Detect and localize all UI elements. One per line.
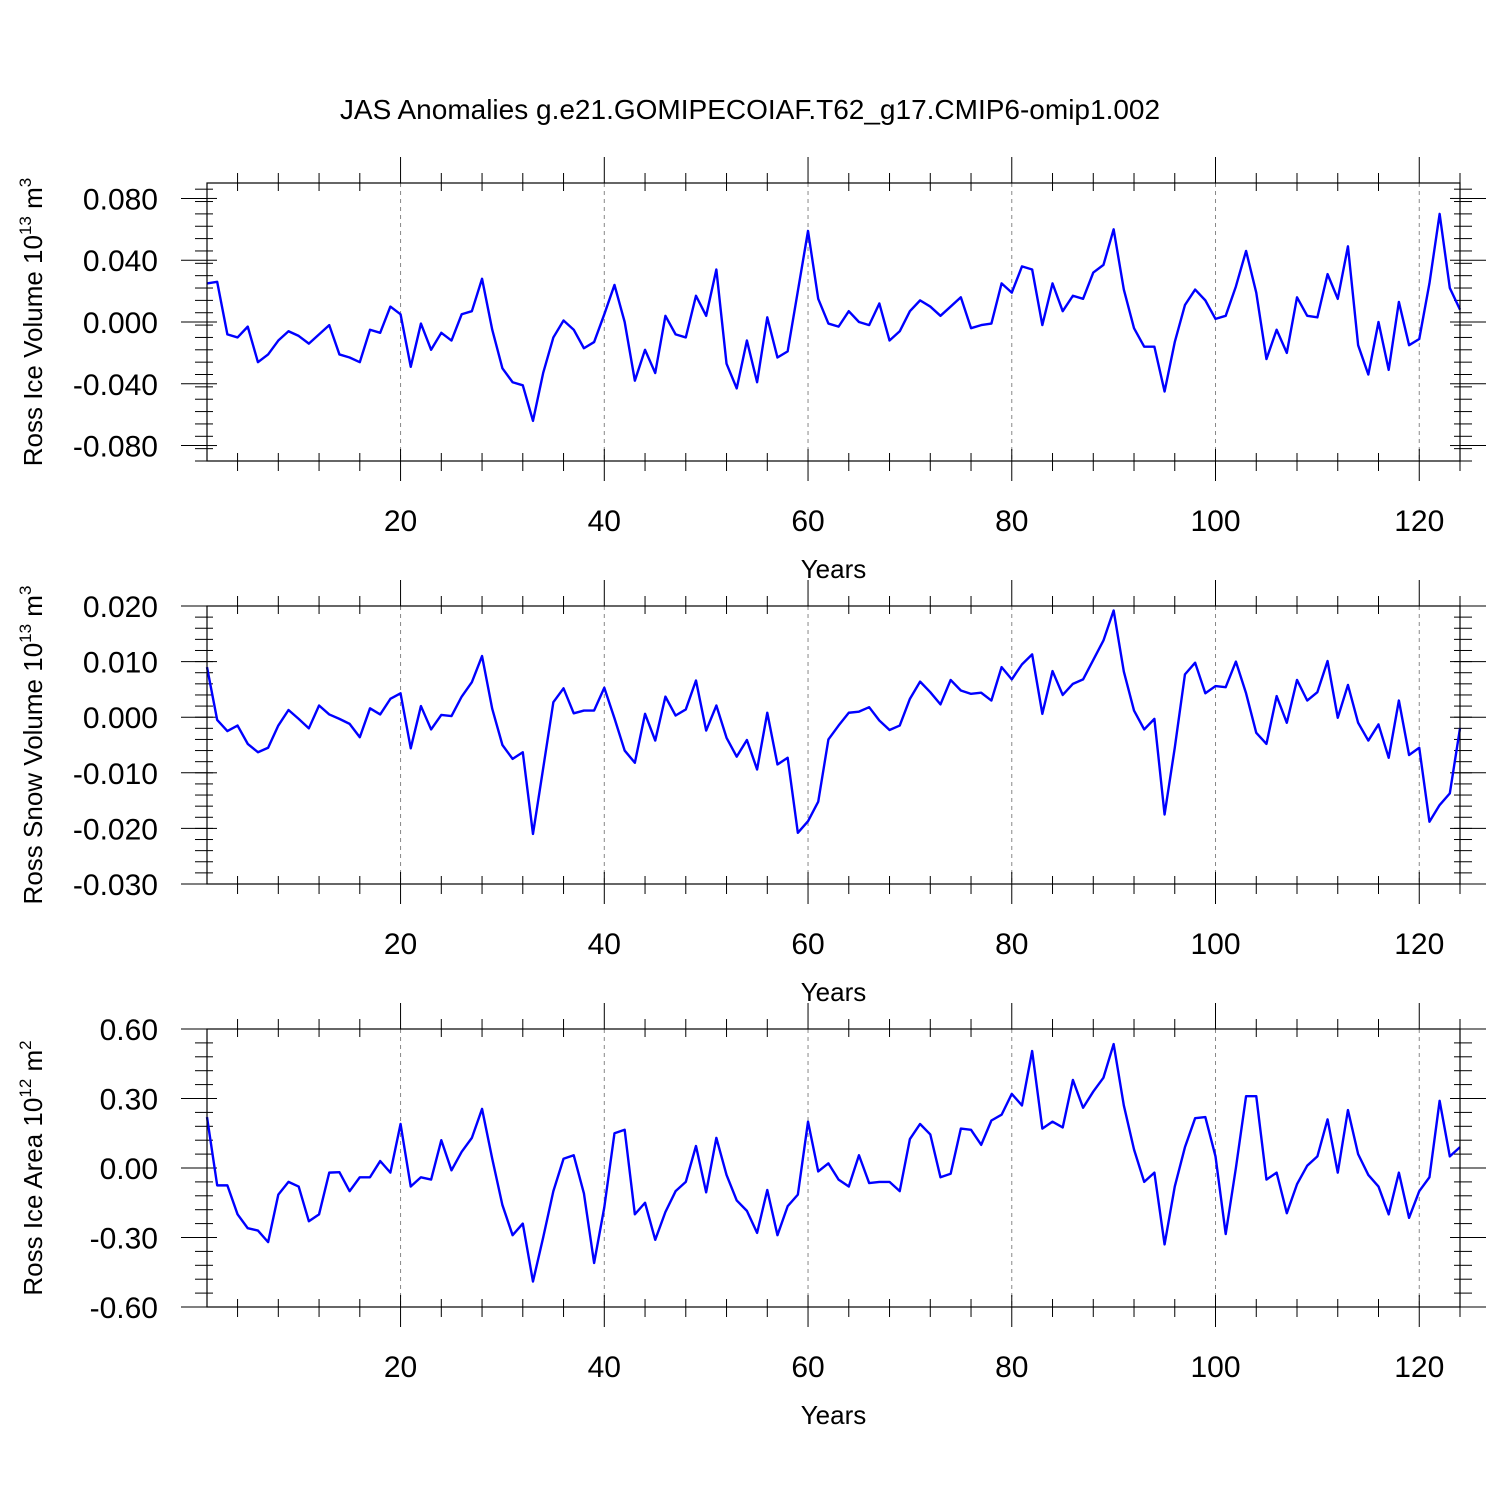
x-tick-label: 20 <box>384 505 417 538</box>
y-axis-label-main: Ross Ice Area 10 <box>18 1098 48 1296</box>
plot-frame <box>206 1028 1461 1308</box>
y-tick-label: -0.080 <box>73 431 158 464</box>
x-tick-label: 120 <box>1394 928 1444 961</box>
plot-frame <box>206 605 1461 885</box>
y-tick-label: 0.040 <box>83 245 158 278</box>
x-tick-label: 40 <box>588 505 621 538</box>
x-tick-label: 120 <box>1394 1351 1444 1384</box>
y-tick-label: 0.000 <box>83 702 158 735</box>
y-axis-label-unit-exponent: 3 <box>16 586 35 595</box>
y-tick-label: -0.040 <box>73 369 158 402</box>
y-axis-label: Ross Snow Volume 1013 m3 <box>16 586 48 905</box>
panel-3: 20 40 60 80 100 120 0.60 0.30 0.00 -0.30 -0.60 Year… <box>16 1003 1486 1430</box>
y-axis-label-main: Ross Ice Volume 10 <box>18 235 48 466</box>
x-tick-label: 60 <box>791 505 824 538</box>
x-tick-label: 60 <box>791 1351 824 1384</box>
y-tick-label: 0.00 <box>100 1153 158 1186</box>
y-tick-label: -0.30 <box>90 1223 158 1256</box>
x-tick-label: 120 <box>1394 505 1444 538</box>
x-tick-label: 60 <box>791 928 824 961</box>
series-line-2 <box>205 609 1462 836</box>
x-tick-label: 100 <box>1190 928 1240 961</box>
x-tick-label: 40 <box>588 928 621 961</box>
y-axis-label-unit-exponent: 2 <box>16 1040 35 1049</box>
y-axis-label-unit: m <box>18 187 48 216</box>
y-axis-label-exponent: 12 <box>16 1079 35 1098</box>
y-tick-label: -0.030 <box>73 869 158 902</box>
x-tick-label: 80 <box>995 505 1028 538</box>
x-axis-label: Years <box>801 977 867 1007</box>
y-tick-label: 0.000 <box>83 307 158 340</box>
y-tick-label: 0.010 <box>83 647 158 680</box>
x-tick-label: 80 <box>995 1351 1028 1384</box>
y-tick-label: 0.080 <box>83 183 158 216</box>
x-axis-label: Years <box>801 554 867 584</box>
y-tick-label: -0.60 <box>90 1292 158 1325</box>
y-tick-label: -0.020 <box>73 813 158 846</box>
series-line-3 <box>205 1042 1461 1283</box>
plot-frame <box>206 182 1461 462</box>
x-tick-label: 80 <box>995 928 1028 961</box>
x-tick-label: 40 <box>588 1351 621 1384</box>
y-axis-label-unit: m <box>18 1050 48 1079</box>
x-axis-label: Years <box>801 1400 867 1430</box>
y-axis-label: Ross Ice Area 1012 m2 <box>16 1040 48 1295</box>
y-tick-label: 0.30 <box>100 1084 158 1117</box>
y-tick-label: -0.010 <box>73 758 158 791</box>
chart-title: JAS Anomalies g.e21.GOMIPECOIAF.T62_g17.… <box>340 94 1160 125</box>
x-tick-label: 100 <box>1190 505 1240 538</box>
y-tick-label: 0.020 <box>83 591 158 624</box>
y-axis-label-unit-exponent: 3 <box>16 178 35 187</box>
x-tick-label: 100 <box>1190 1351 1240 1384</box>
x-tick-label: 20 <box>384 928 417 961</box>
x-tick-label: 20 <box>384 1351 417 1384</box>
y-tick-label: 0.60 <box>100 1014 158 1047</box>
panel-2: 20 40 60 80 100 120 0.020 0.010 0.000 -0.010 -0.02… <box>16 580 1486 1007</box>
y-axis-label-exponent: 13 <box>16 216 35 235</box>
panel-1: 20 40 60 80 100 120 0.080 0.040 0.000 -0.040 -0.08… <box>16 157 1486 584</box>
y-axis-label: Ross Ice Volume 1013 m3 <box>16 178 48 467</box>
y-axis-label-exponent: 13 <box>16 624 35 643</box>
y-axis-label-main: Ross Snow Volume 10 <box>18 643 48 905</box>
y-axis-label-unit: m <box>18 595 48 624</box>
series-line-1 <box>206 212 1462 423</box>
